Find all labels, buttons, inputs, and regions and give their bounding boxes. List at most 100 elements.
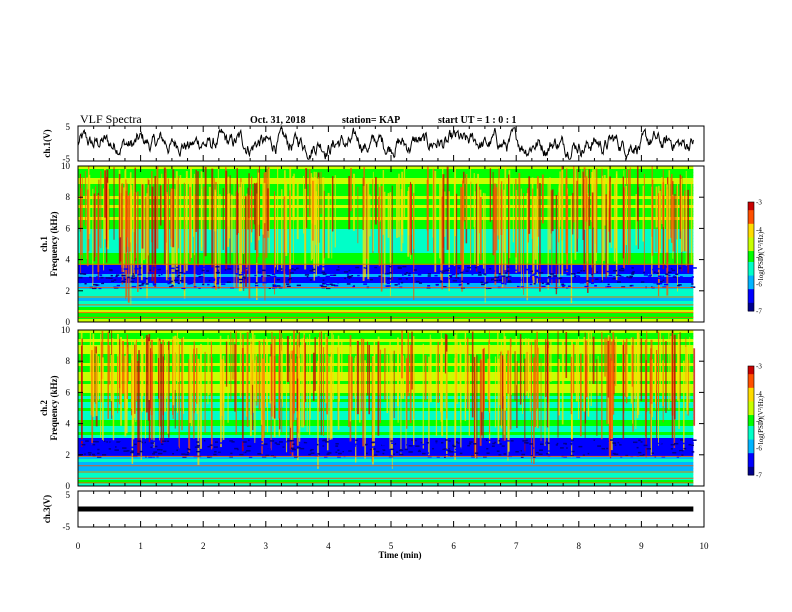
spectrogram-streak: [661, 177, 663, 224]
spectrogram-speck: [415, 445, 420, 447]
spectrogram-band: [78, 465, 694, 469]
spectrogram-speck: [93, 450, 96, 452]
spectrogram-speck: [182, 456, 187, 458]
spectrogram-streak: [584, 177, 586, 230]
spectrogram-streak: [108, 345, 110, 385]
spectrogram-speck: [486, 447, 489, 450]
spectrogram-speck: [465, 278, 468, 280]
spectrogram-speck: [134, 266, 138, 268]
spectrogram-speck: [187, 451, 190, 454]
spectrogram-speck: [322, 265, 326, 268]
spectrogram-speck: [348, 450, 352, 452]
spectrogram-speck: [572, 448, 577, 451]
spectrogram-speck: [380, 450, 384, 452]
spectrogram-speck: [91, 453, 95, 456]
spectrogram-streak: [137, 360, 139, 455]
colorbar-segment: [748, 281, 754, 285]
spectrogram-speck: [578, 445, 583, 448]
spectrogram-streak: [466, 174, 468, 229]
spectrogram-band: [78, 351, 694, 355]
spectrogram-speck: [497, 444, 500, 447]
spectrogram-speck: [535, 451, 539, 454]
spectrogram-speck: [687, 447, 689, 449]
spectrogram-streak: [561, 170, 564, 276]
spectrogram-streak: [193, 348, 195, 439]
colorbar-segment: [748, 439, 754, 443]
spectrogram-streak: [238, 187, 241, 292]
spectrogram-band: [78, 265, 694, 269]
colorbar-segment: [748, 374, 754, 378]
spectrogram-speck: [641, 453, 646, 455]
spectrogram-speck: [418, 282, 423, 284]
spectrogram-speck: [641, 281, 645, 283]
spectrogram-streak: [301, 338, 303, 428]
spectrogram-streak: [444, 191, 446, 237]
spectrogram-streak: [575, 339, 578, 402]
spectrogram-speck: [269, 440, 275, 442]
spectrogram-speck: [607, 283, 610, 286]
spectrogram-speck: [679, 267, 682, 269]
spectrogram-streak: [558, 185, 560, 287]
spectrogram-streak: [254, 360, 256, 436]
spectrogram-speck: [432, 447, 435, 450]
spectrogram-streak: [256, 182, 258, 263]
spectrogram-streak: [672, 196, 675, 252]
spectrogram-speck: [520, 286, 524, 288]
spectrogram-speck: [359, 453, 364, 456]
spectrogram-speck: [590, 282, 594, 284]
spectrogram-streak: [359, 345, 361, 423]
spectrogram-speck: [445, 439, 448, 441]
spectrogram-speck: [196, 444, 200, 447]
spectrogram-streak: [679, 332, 681, 400]
spectrogram-speck: [182, 272, 185, 275]
spectrogram-speck: [163, 450, 167, 453]
spectrogram-speck: [276, 278, 281, 281]
y-tick-label: 0: [66, 481, 71, 491]
spectrogram-streak: [534, 196, 537, 260]
ch3-waveform-line: [78, 506, 694, 512]
y-tick-label: 8: [66, 192, 71, 202]
spectrogram-speck: [153, 451, 157, 453]
spectrogram-speck: [131, 275, 135, 277]
spectrogram-speck: [131, 450, 135, 452]
spectrogram-speck: [286, 285, 291, 288]
spectrogram-streak: [293, 173, 295, 221]
spectrogram-speck: [430, 440, 434, 443]
spectrogram-speck: [226, 442, 230, 444]
spectrogram-band: [78, 250, 694, 254]
spectrogram-speck: [152, 282, 155, 284]
spectrogram-speck: [157, 448, 161, 451]
spectrogram-streak: [317, 178, 320, 267]
spectrogram-streak: [499, 355, 502, 406]
spectrogram-band: [78, 226, 694, 230]
colorbar-tick-label: -7: [756, 472, 762, 480]
spectrogram-speck: [501, 445, 505, 447]
spectrogram-speck: [322, 283, 326, 285]
spectrogram-speck: [619, 444, 622, 446]
spectrogram-speck: [145, 448, 149, 451]
spectrogram-streak: [227, 335, 229, 423]
spectrogram-streak: [283, 196, 286, 289]
spectrogram-streak: [500, 189, 503, 235]
spectrogram-speck: [533, 273, 536, 275]
spectrogram-speck: [660, 280, 663, 283]
spectrogram-speck: [80, 439, 84, 441]
spectrogram-streak: [507, 355, 509, 461]
spectrogram-speck: [691, 283, 694, 285]
spectrogram-speck: [242, 451, 245, 453]
spectrogram-streak: [587, 331, 590, 378]
spectrogram-speck: [331, 284, 336, 286]
spectrogram-speck: [621, 286, 626, 288]
spectrogram-streak: [454, 334, 457, 432]
spectrogram-streak: [563, 340, 565, 385]
spectrogram-streak: [302, 175, 304, 234]
spectrogram-speck: [612, 276, 616, 278]
spectrogram-speck: [348, 277, 351, 279]
spectrogram-streak: [684, 190, 686, 252]
spectrogram-speck: [109, 441, 112, 443]
spectrogram-speck: [272, 449, 275, 452]
spectrogram-speck: [405, 278, 408, 280]
spectrogram-speck: [223, 272, 226, 274]
spectrogram-speck: [248, 439, 250, 442]
colorbar-segment: [748, 210, 754, 214]
